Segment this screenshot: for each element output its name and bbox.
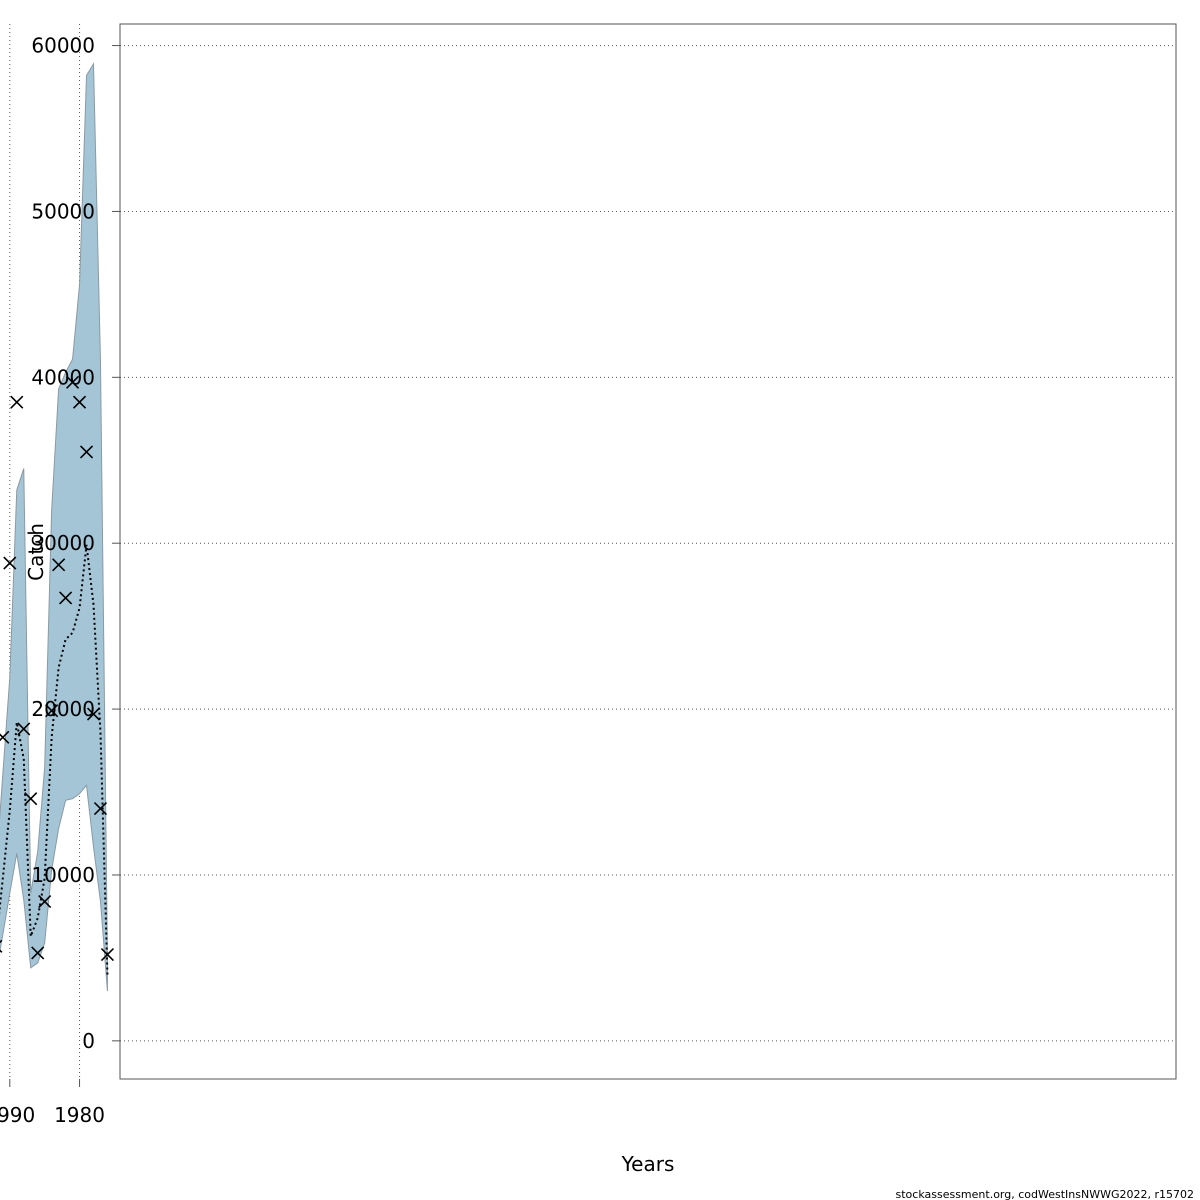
x-axis: 19801990200020102020 [0, 1079, 105, 1127]
observed-point [17, 722, 31, 736]
observed-point [66, 375, 80, 389]
y-tick-label: 0 [82, 1029, 95, 1053]
y-tick-label: 30000 [31, 531, 95, 555]
observed-point [31, 946, 45, 960]
y-tick-label: 10000 [31, 863, 95, 887]
y-axis-label: Catch [24, 523, 48, 581]
observed-point [45, 704, 59, 718]
y-tick-label: 60000 [31, 34, 95, 58]
y-axis: 0 10000 20000 30000 40000 50000 60000 [31, 34, 120, 1053]
observed-point [79, 445, 94, 459]
observed-point [93, 802, 108, 816]
observed-point [0, 730, 10, 744]
footer-text: stockassessment.org, codWestInsNWWG2022,… [896, 1188, 1195, 1200]
grid-lines [9, 24, 1176, 1079]
plot-frame [119, 23, 1177, 1080]
x-tick-label: 1990 [0, 1103, 35, 1127]
y-tick-label: 40000 [31, 365, 95, 389]
observed-point [52, 558, 66, 572]
observed-point [72, 395, 87, 409]
observed-markers [0, 375, 115, 962]
observed-point [59, 591, 73, 605]
y-tick-label: 20000 [31, 697, 95, 721]
y-tick-label: 50000 [31, 199, 95, 223]
observed-point [38, 894, 52, 909]
x-axis-label: Years [621, 1152, 675, 1176]
observed-point [100, 948, 115, 962]
observed-point [86, 707, 101, 721]
observed-point [10, 395, 24, 409]
x-tick-label: 1980 [54, 1103, 105, 1127]
confidence-band [0, 62, 108, 992]
observed-point [3, 556, 17, 570]
observed-point [24, 792, 38, 806]
